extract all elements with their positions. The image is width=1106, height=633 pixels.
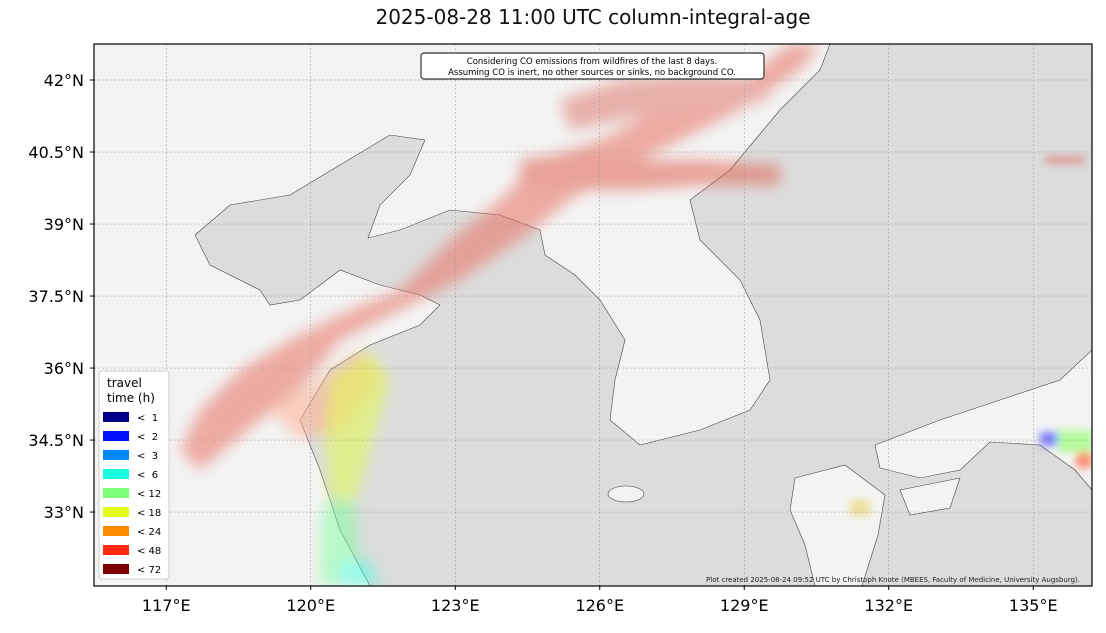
legend-label: < 2 — [137, 432, 158, 443]
y-tick-label: 40.5°N — [28, 143, 84, 162]
legend-swatch — [103, 431, 129, 441]
legend-swatch — [103, 526, 129, 536]
legend-label: < 12 — [137, 489, 161, 500]
legend-title: travel — [107, 376, 142, 390]
annotation-line: Assuming CO is inert, no other sources o… — [448, 68, 736, 78]
x-tick-label: 132°E — [864, 596, 913, 615]
y-tick-label: 39°N — [44, 215, 84, 234]
shikoku — [899, 477, 961, 516]
legend-label: < 72 — [137, 565, 161, 576]
y-tick-label: 36°N — [44, 359, 84, 378]
map-area — [94, 44, 1092, 586]
plume-japan — [850, 156, 1092, 516]
legend-label: < 48 — [137, 546, 161, 557]
legend-swatch — [103, 450, 129, 460]
x-tick-label: 123°E — [431, 596, 480, 615]
map-frame — [93, 43, 1093, 587]
x-tick-label: 117°E — [142, 596, 191, 615]
y-tick-label: 37.5°N — [28, 287, 84, 306]
x-tick-label: 120°E — [286, 596, 335, 615]
legend-label: < 1 — [137, 413, 158, 424]
legend-swatch — [103, 469, 129, 479]
ticks: 117°E 120°E 123°E 126°E 129°E 132°E 135°E 42°N 4… — [28, 71, 1057, 615]
legend-swatch — [103, 488, 129, 498]
legend-swatch — [103, 507, 129, 517]
legend-swatch — [103, 545, 129, 555]
legend-swatch — [103, 564, 129, 574]
legend-label: < 6 — [137, 470, 158, 481]
plume-young — [320, 350, 390, 586]
y-tick-label: 33°N — [44, 503, 84, 522]
annotation-box: Considering CO emissions from wildfires … — [420, 52, 765, 80]
legend-title: time (h) — [107, 391, 155, 405]
honshu — [874, 349, 1092, 491]
y-tick-label: 34.5°N — [28, 431, 84, 450]
title: 2025-08-28 11:00 UTC column-integral-age — [375, 5, 810, 29]
legend-swatch — [103, 412, 129, 422]
jeju — [607, 485, 645, 503]
legend: travel time (h) < 1 < 2 < 3 < 6 < 12 < 18 < 24… — [98, 370, 170, 580]
x-tick-label: 126°E — [575, 596, 624, 615]
x-tick-label: 135°E — [1009, 596, 1058, 615]
y-tick-label: 42°N — [44, 71, 84, 90]
legend-label: < 3 — [137, 451, 158, 462]
legend-label: < 24 — [137, 527, 161, 538]
kyushu — [789, 464, 886, 586]
credit: Plot created 2025-08-24 09:52 UTC by Chr… — [706, 576, 1080, 584]
legend-label: < 18 — [137, 508, 161, 519]
annotation-frame — [420, 52, 765, 80]
annotation-line: Considering CO emissions from wildfires … — [467, 57, 717, 67]
x-tick-label: 129°E — [720, 596, 769, 615]
